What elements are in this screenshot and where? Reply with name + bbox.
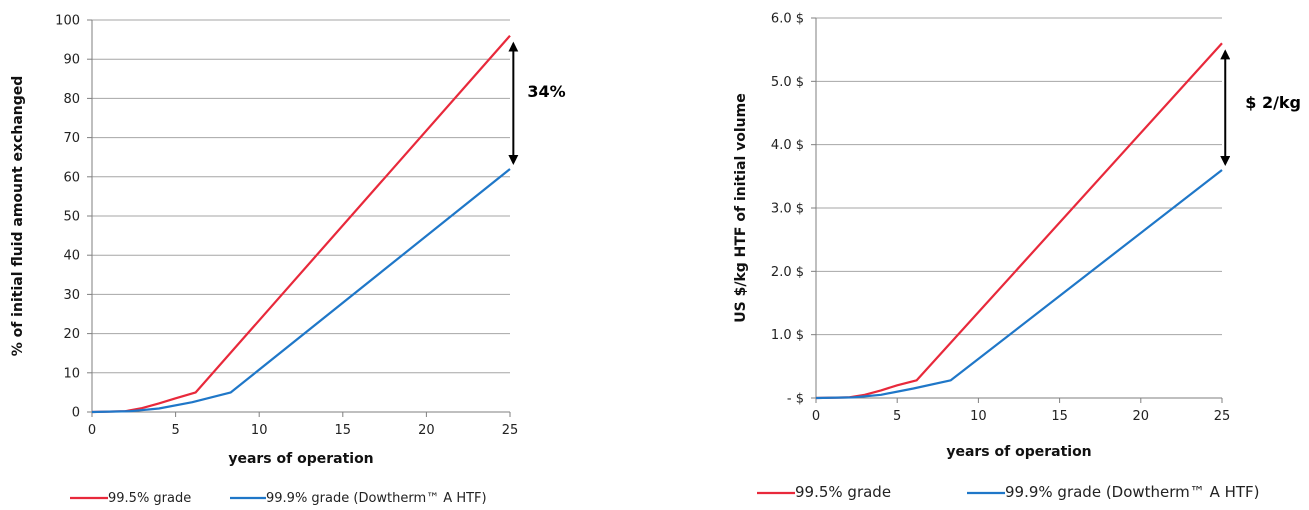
y-tick-label: 2.0 $ [771,265,804,280]
axes: 0 10 20 30 40 50 60 70 80 90 100 0 5 10 15 20 25 [55,14,518,439]
axes: - $ 1.0 $ 2.0 $ 3.0 $ 4.0 $ 5.0 $ 6.0 $ 0 5 10 15 2… [771,12,1230,425]
legend: 99.5% grade 99.9% grade (Dowtherm™ A HTF… [70,491,487,506]
x-tick-label: 10 [970,409,987,424]
legend-label-red: 99.5% grade [795,483,891,501]
y-tick-label: 0 [72,406,80,421]
y-tick-label: 100 [55,14,80,29]
x-tick-label: 25 [502,423,519,438]
y-tick-label: 3.0 $ [771,202,804,217]
x-tick-label: 0 [812,409,820,424]
y-tick-label: - $ [787,392,804,407]
y-tick-label: 50 [63,210,80,225]
y-tick-label: 90 [63,53,80,68]
y-tick-label: 80 [63,92,80,107]
series-line-99-5-grade [91,34,511,414]
grid-lines [92,19,510,374]
x-tick-label: 5 [893,409,901,424]
difference-label: 34% [527,82,565,101]
series-lines [91,34,511,414]
difference-label: $ 2/kg [1245,93,1301,112]
series-line-99-9-grade [815,169,1223,400]
y-tick-label: 70 [63,131,80,146]
x-tick-label: 5 [171,423,179,438]
legend: 99.5% grade 99.9% grade (Dowtherm™ A HTF… [757,483,1260,501]
x-tick-label: 15 [335,423,352,438]
y-tick-label: 20 [63,327,80,342]
x-tick-label: 20 [418,423,435,438]
x-tick-label: 10 [251,423,268,438]
y-axis-title: US $/kg HTF of initial volume [733,93,749,322]
x-tick-label: 15 [1051,409,1068,424]
legend-label-blue: 99.9% grade (Dowtherm™ A HTF) [266,491,487,506]
x-axis-title: years of operation [946,444,1091,460]
y-tick-label: 60 [63,170,80,185]
x-tick-label: 0 [88,423,96,438]
x-tick-label: 20 [1133,409,1150,424]
legend-label-red: 99.5% grade [108,491,191,506]
y-axis-title: % of initial fluid amount exchanged [10,76,26,357]
series-line-99-9-grade [91,168,511,414]
y-tick-label: 4.0 $ [771,138,804,153]
cost-chart: - $ 1.0 $ 2.0 $ 3.0 $ 4.0 $ 5.0 $ 6.0 $ 0 5 10 15 2… [733,12,1301,502]
x-axis-title: years of operation [228,451,373,467]
y-tick-label: 1.0 $ [771,328,804,343]
series-line-99-5-grade [815,42,1223,400]
y-tick-label: 30 [63,288,80,303]
fluid-exchanged-chart: 0 10 20 30 40 50 60 70 80 90 100 0 5 10 15 20 25 34% yea… [10,14,566,507]
difference-annotation: 34% [508,41,566,165]
legend-label-blue: 99.9% grade (Dowtherm™ A HTF) [1005,483,1260,501]
x-tick-label: 25 [1214,409,1231,424]
series-lines [815,42,1223,400]
y-tick-label: 40 [63,249,80,264]
y-tick-label: 10 [63,366,80,381]
y-tick-label: 6.0 $ [771,12,804,27]
y-tick-label: 5.0 $ [771,75,804,90]
grid-lines [816,17,1222,336]
difference-annotation: $ 2/kg [1220,49,1301,166]
